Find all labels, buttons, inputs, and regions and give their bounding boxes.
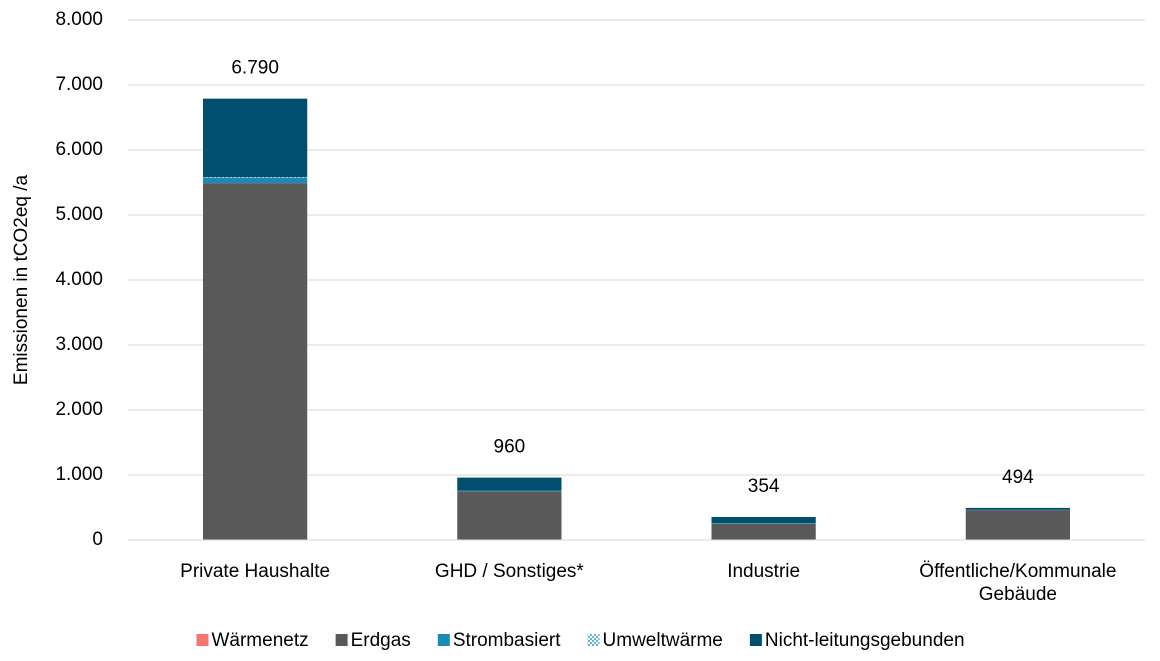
bar-segment [457, 477, 562, 491]
x-tick-label: Private Haushalte [180, 561, 331, 582]
bar-segment [711, 516, 816, 524]
bar-segment [203, 177, 308, 178]
y-tick-label: 6.000 [55, 139, 103, 160]
legend-label: Strombasiert [453, 630, 561, 651]
legend-label: Wärmenetz [211, 630, 308, 651]
legend-label: Nicht-leitungsgebunden [765, 630, 965, 651]
bar-segment [711, 523, 816, 540]
bar-segment [965, 510, 1070, 540]
legend-label: Erdgas [351, 630, 411, 651]
legend-swatch [335, 634, 348, 646]
y-axis-label: Emissionen in tCO2eq /a [11, 174, 32, 385]
legend-swatch [749, 634, 762, 646]
y-tick-label: 4.000 [55, 269, 103, 290]
legend-swatch [196, 634, 209, 646]
y-tick-label: 7.000 [55, 74, 103, 95]
total-label: 354 [748, 476, 780, 497]
total-label: 960 [494, 437, 526, 458]
bar-segment [457, 490, 562, 492]
y-tick-label: 2.000 [55, 399, 103, 420]
bar-segment [457, 491, 562, 540]
y-tick-label: 5.000 [55, 204, 103, 225]
bar-segment [711, 523, 816, 524]
bar-segment [203, 183, 308, 540]
y-tick-label: 8.000 [55, 9, 103, 30]
total-label: 494 [1002, 467, 1034, 488]
y-tick-label: 3.000 [55, 334, 103, 355]
legend-swatch [587, 634, 600, 646]
y-tick-label: 0 [92, 529, 103, 550]
x-tick-label: Öffentliche/Kommunale Gebäude [919, 561, 1117, 605]
bar-segment [965, 507, 1070, 510]
bar-segment [203, 98, 308, 178]
bar-segment [203, 177, 308, 184]
legend-label: Umweltwärme [603, 630, 723, 651]
y-tick-label: 1.000 [55, 464, 103, 485]
total-label: 6.790 [231, 58, 279, 79]
legend-swatch [437, 634, 450, 646]
x-tick-label: GHD / Sonstiges* [434, 561, 584, 582]
x-tick-label: Industrie [727, 561, 801, 582]
